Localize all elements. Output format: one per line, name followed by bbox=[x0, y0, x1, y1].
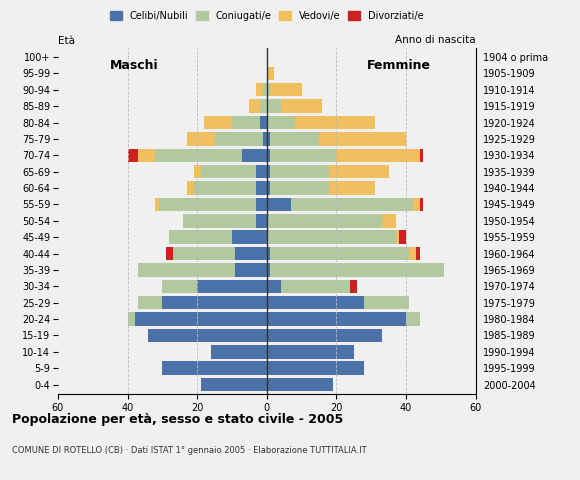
Bar bbox=[267, 361, 364, 375]
Bar bbox=[270, 149, 336, 162]
Bar bbox=[162, 361, 267, 375]
Bar bbox=[260, 116, 267, 129]
Bar bbox=[267, 67, 274, 80]
Text: Popolazione per età, sesso e stato civile - 2005: Popolazione per età, sesso e stato civil… bbox=[12, 413, 343, 426]
Bar bbox=[249, 99, 260, 113]
Bar bbox=[166, 247, 173, 260]
Bar bbox=[270, 165, 329, 179]
Bar bbox=[260, 99, 267, 113]
Bar bbox=[256, 198, 267, 211]
Bar bbox=[201, 378, 267, 391]
Bar bbox=[235, 247, 267, 260]
Bar bbox=[263, 83, 267, 96]
Bar bbox=[187, 132, 215, 145]
Bar bbox=[350, 280, 357, 293]
Bar bbox=[267, 214, 382, 228]
Bar bbox=[267, 280, 281, 293]
Bar bbox=[420, 198, 423, 211]
Bar bbox=[215, 132, 263, 145]
Bar bbox=[138, 263, 235, 276]
Bar bbox=[183, 214, 256, 228]
Bar bbox=[336, 149, 420, 162]
Bar bbox=[267, 230, 396, 244]
Bar bbox=[256, 83, 263, 96]
Bar bbox=[416, 247, 420, 260]
Bar bbox=[267, 165, 270, 179]
Bar bbox=[329, 181, 375, 195]
Bar bbox=[267, 83, 270, 96]
Bar bbox=[162, 296, 267, 310]
Bar bbox=[267, 149, 270, 162]
Bar bbox=[396, 230, 399, 244]
Bar bbox=[211, 345, 267, 359]
Bar bbox=[197, 280, 267, 293]
Bar bbox=[267, 345, 354, 359]
Bar bbox=[319, 132, 406, 145]
Bar bbox=[232, 116, 260, 129]
Bar bbox=[406, 312, 420, 326]
Bar bbox=[138, 149, 155, 162]
Bar bbox=[267, 132, 270, 145]
Bar bbox=[267, 116, 295, 129]
Bar bbox=[270, 247, 409, 260]
Bar bbox=[364, 296, 409, 310]
Bar bbox=[267, 99, 281, 113]
Bar bbox=[270, 83, 302, 96]
Bar bbox=[413, 198, 420, 211]
Bar bbox=[204, 116, 232, 129]
Bar bbox=[232, 230, 267, 244]
Bar bbox=[159, 198, 256, 211]
Bar bbox=[256, 181, 267, 195]
Bar bbox=[295, 116, 375, 129]
Bar bbox=[267, 296, 364, 310]
Bar bbox=[235, 263, 267, 276]
Text: Maschi: Maschi bbox=[110, 59, 159, 72]
Bar bbox=[281, 280, 350, 293]
Bar bbox=[162, 280, 197, 293]
Bar bbox=[267, 198, 291, 211]
Bar bbox=[420, 149, 423, 162]
Bar bbox=[270, 263, 444, 276]
Bar bbox=[201, 165, 256, 179]
Bar bbox=[291, 198, 413, 211]
Bar bbox=[409, 247, 416, 260]
Bar bbox=[194, 165, 201, 179]
Bar bbox=[267, 181, 270, 195]
Bar bbox=[382, 214, 396, 228]
Bar bbox=[148, 329, 267, 342]
Legend: Celibi/Nubili, Coniugati/e, Vedovi/e, Divorziati/e: Celibi/Nubili, Coniugati/e, Vedovi/e, Di… bbox=[107, 7, 427, 25]
Bar bbox=[155, 149, 242, 162]
Bar bbox=[267, 247, 270, 260]
Bar bbox=[329, 165, 389, 179]
Bar bbox=[256, 165, 267, 179]
Text: Femmine: Femmine bbox=[367, 59, 431, 72]
Bar bbox=[128, 312, 135, 326]
Bar bbox=[399, 230, 406, 244]
Bar bbox=[187, 181, 194, 195]
Bar bbox=[263, 132, 267, 145]
Bar bbox=[128, 149, 138, 162]
Bar bbox=[173, 247, 235, 260]
Bar bbox=[138, 296, 162, 310]
Bar bbox=[281, 99, 322, 113]
Text: Anno di nascita: Anno di nascita bbox=[395, 35, 476, 45]
Bar bbox=[169, 230, 232, 244]
Bar bbox=[267, 312, 406, 326]
Bar bbox=[270, 132, 319, 145]
Bar bbox=[267, 329, 382, 342]
Text: COMUNE DI ROTELLO (CB) · Dati ISTAT 1° gennaio 2005 · Elaborazione TUTTITALIA.IT: COMUNE DI ROTELLO (CB) · Dati ISTAT 1° g… bbox=[12, 446, 366, 456]
Bar bbox=[256, 214, 267, 228]
Bar bbox=[267, 378, 333, 391]
Bar bbox=[135, 312, 267, 326]
Text: Età: Età bbox=[58, 36, 75, 46]
Bar bbox=[242, 149, 267, 162]
Bar bbox=[270, 181, 329, 195]
Bar bbox=[267, 263, 270, 276]
Bar bbox=[194, 181, 256, 195]
Bar bbox=[155, 198, 159, 211]
